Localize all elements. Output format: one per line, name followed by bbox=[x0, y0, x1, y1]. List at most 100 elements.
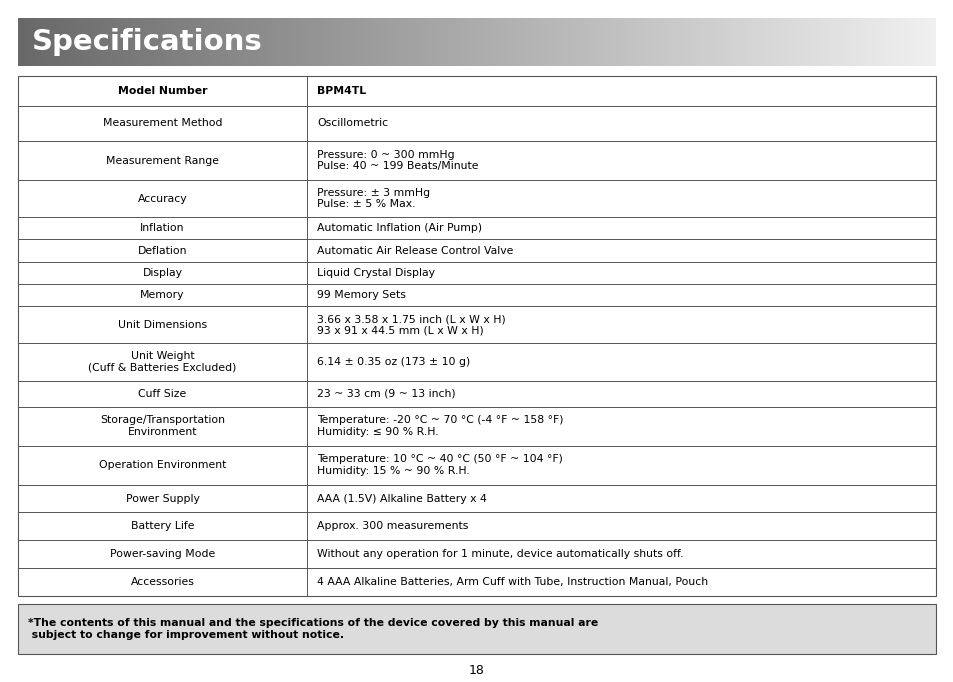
Text: Accuracy: Accuracy bbox=[137, 194, 187, 203]
Bar bbox=[281, 18, 284, 66]
Text: *The contents of this manual and the specifications of the device covered by thi: *The contents of this manual and the spe… bbox=[28, 618, 598, 640]
Bar bbox=[100, 18, 104, 66]
Bar bbox=[681, 18, 685, 66]
Text: Without any operation for 1 minute, device automatically shuts off.: Without any operation for 1 minute, devi… bbox=[316, 549, 683, 559]
Bar bbox=[158, 18, 162, 66]
Bar bbox=[806, 18, 810, 66]
Bar bbox=[825, 18, 828, 66]
Bar bbox=[173, 18, 177, 66]
Bar bbox=[363, 18, 367, 66]
Text: Measurement Range: Measurement Range bbox=[106, 155, 219, 166]
Bar bbox=[497, 18, 501, 66]
Bar bbox=[899, 18, 902, 66]
Bar bbox=[510, 18, 514, 66]
Text: Display: Display bbox=[142, 268, 182, 278]
Bar bbox=[247, 18, 251, 66]
Bar bbox=[895, 18, 899, 66]
Bar bbox=[862, 18, 865, 66]
Bar bbox=[474, 18, 477, 66]
Bar bbox=[339, 18, 342, 66]
Bar bbox=[137, 18, 141, 66]
Bar bbox=[648, 18, 651, 66]
Bar bbox=[327, 18, 331, 66]
Bar bbox=[907, 18, 911, 66]
Text: AAA (1.5V) Alkaline Battery x 4: AAA (1.5V) Alkaline Battery x 4 bbox=[316, 494, 487, 503]
Bar bbox=[596, 18, 599, 66]
Bar bbox=[110, 18, 113, 66]
Bar bbox=[134, 18, 137, 66]
Text: Power-saving Mode: Power-saving Mode bbox=[110, 549, 215, 559]
Bar bbox=[932, 18, 936, 66]
Bar bbox=[82, 18, 86, 66]
Text: 6.14 ± 0.35 oz (173 ± 10 g): 6.14 ± 0.35 oz (173 ± 10 g) bbox=[316, 357, 470, 367]
Bar bbox=[226, 18, 230, 66]
Bar bbox=[559, 18, 562, 66]
Bar bbox=[367, 18, 370, 66]
Bar bbox=[880, 18, 883, 66]
Bar bbox=[21, 18, 25, 66]
Bar bbox=[278, 18, 281, 66]
Bar bbox=[58, 18, 61, 66]
Text: 23 ~ 33 cm (9 ~ 13 inch): 23 ~ 33 cm (9 ~ 13 inch) bbox=[316, 389, 456, 398]
Bar bbox=[155, 18, 159, 66]
Bar bbox=[458, 18, 461, 66]
Bar bbox=[284, 18, 288, 66]
Bar bbox=[687, 18, 691, 66]
Bar bbox=[816, 18, 820, 66]
Bar bbox=[287, 18, 291, 66]
Bar bbox=[813, 18, 817, 66]
Bar bbox=[378, 18, 382, 66]
Bar bbox=[795, 18, 798, 66]
Bar bbox=[345, 18, 349, 66]
Bar bbox=[168, 18, 172, 66]
Bar bbox=[593, 18, 597, 66]
Bar bbox=[229, 18, 233, 66]
Bar bbox=[578, 18, 581, 66]
Bar bbox=[385, 18, 389, 66]
Text: Liquid Crystal Display: Liquid Crystal Display bbox=[316, 268, 435, 278]
Bar bbox=[476, 18, 480, 66]
Bar bbox=[679, 18, 681, 66]
Bar bbox=[266, 18, 269, 66]
Bar bbox=[269, 18, 273, 66]
Bar bbox=[104, 18, 107, 66]
Bar bbox=[519, 18, 523, 66]
Bar bbox=[397, 18, 400, 66]
Bar bbox=[39, 18, 43, 66]
Bar bbox=[94, 18, 98, 66]
Bar bbox=[633, 18, 636, 66]
Bar bbox=[575, 18, 578, 66]
Bar bbox=[586, 18, 590, 66]
Bar bbox=[837, 18, 841, 66]
Bar bbox=[256, 18, 260, 66]
Bar bbox=[727, 18, 731, 66]
Bar bbox=[140, 18, 144, 66]
Bar bbox=[618, 18, 620, 66]
Bar bbox=[382, 18, 385, 66]
Bar bbox=[904, 18, 908, 66]
Bar bbox=[544, 18, 547, 66]
Text: Approx. 300 measurements: Approx. 300 measurements bbox=[316, 521, 468, 531]
Bar bbox=[428, 18, 431, 66]
Bar bbox=[611, 18, 615, 66]
Bar bbox=[672, 18, 676, 66]
Bar bbox=[780, 18, 782, 66]
Text: 99 Memory Sets: 99 Memory Sets bbox=[316, 290, 406, 300]
Text: Accessories: Accessories bbox=[131, 577, 194, 587]
Bar bbox=[853, 18, 856, 66]
Bar bbox=[64, 18, 68, 66]
Text: Battery Life: Battery Life bbox=[131, 521, 194, 531]
Text: Power Supply: Power Supply bbox=[126, 494, 199, 503]
Bar bbox=[831, 18, 835, 66]
Bar bbox=[702, 18, 706, 66]
Bar bbox=[788, 18, 792, 66]
Bar bbox=[471, 18, 474, 66]
Bar bbox=[871, 18, 875, 66]
Bar bbox=[525, 18, 529, 66]
Bar bbox=[418, 18, 422, 66]
Bar bbox=[629, 18, 633, 66]
Bar bbox=[443, 18, 446, 66]
Bar bbox=[373, 18, 376, 66]
Bar bbox=[684, 18, 688, 66]
Bar bbox=[700, 18, 703, 66]
